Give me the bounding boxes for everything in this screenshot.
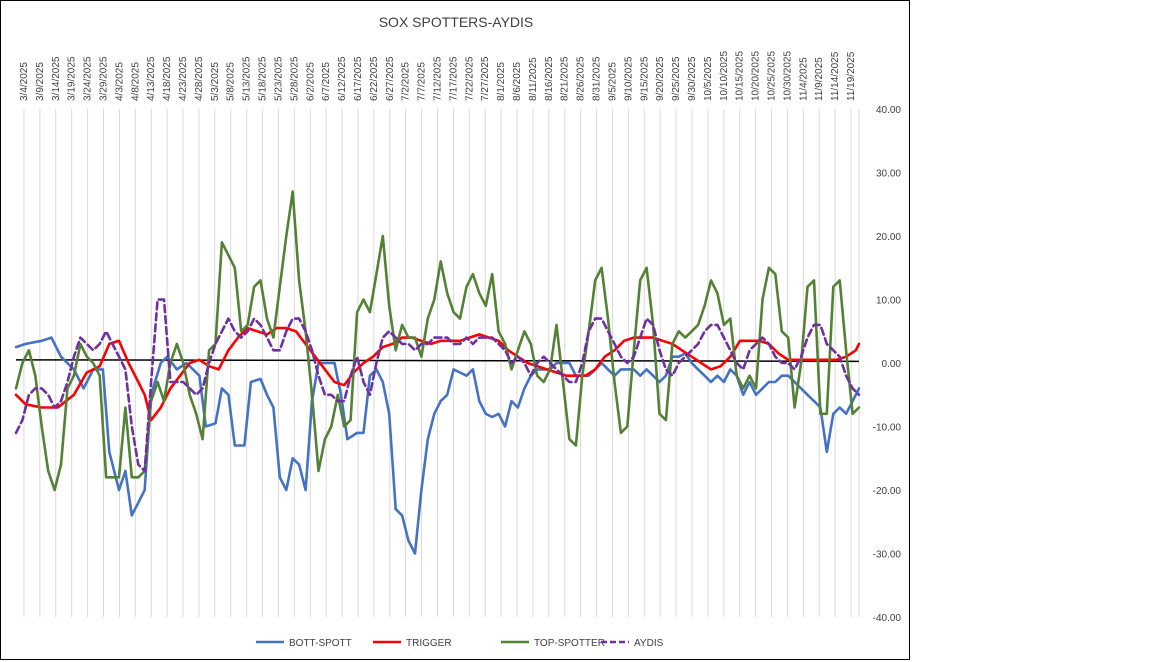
x-tick-label: 7/2/2025 [401, 62, 412, 101]
reference-line [15, 359, 860, 363]
x-tick-label: 3/4/2025 [19, 62, 30, 101]
x-tick-label: 9/15/2025 [639, 56, 650, 101]
x-tick-label: 5/28/2025 [289, 56, 300, 101]
line-chart: SOX SPOTTERS-AYDIS 3/4/2025 3/9/2025 3/14/… [14, 14, 902, 649]
x-tick-label: 3/24/2025 [83, 56, 94, 101]
x-tick-label: 11/19/2025 [846, 51, 857, 101]
x-tick-label: 10/15/2025 [735, 51, 746, 101]
x-tick-label: 8/1/2025 [496, 62, 507, 101]
y-tick-label: 10.00 [876, 296, 901, 307]
x-tick-label: 5/3/2025 [210, 62, 221, 101]
x-tick-label: 10/25/2025 [767, 51, 778, 101]
x-tick-label: 7/17/2025 [448, 56, 459, 101]
x-tick-label: 10/5/2025 [703, 56, 714, 101]
x-tick-label: 3/29/2025 [98, 56, 109, 101]
series-line-top-spotter [14, 190, 861, 492]
y-tick-label: -40.00 [873, 613, 902, 624]
y-tick-label: 0.00 [882, 359, 902, 370]
legend-label: BOTT-SPOTT [289, 638, 352, 649]
x-tick-label: 4/23/2025 [178, 56, 189, 101]
x-axis-tick-labels: 3/4/2025 3/9/2025 3/14/2025 3/19/2025 3/24/2… [19, 51, 857, 101]
x-tick-label: 9/25/2025 [671, 56, 682, 101]
y-tick-label: -20.00 [873, 486, 902, 497]
x-tick-label: 5/23/2025 [273, 56, 284, 101]
y-tick-label: 40.00 [876, 105, 901, 116]
x-tick-label: 10/20/2025 [751, 51, 762, 101]
x-tick-label: 11/14/2025 [830, 51, 841, 101]
x-tick-label: 6/27/2025 [385, 56, 396, 101]
x-tick-label: 3/14/2025 [51, 56, 62, 101]
x-tick-label: 11/9/2025 [814, 57, 825, 101]
x-tick-label: 9/5/2025 [607, 62, 618, 101]
x-tick-label: 8/6/2025 [512, 62, 523, 101]
vertical-gridlines [23, 109, 860, 617]
x-tick-label: 8/21/2025 [560, 56, 571, 101]
legend-label: TOP-SPOTTER [534, 638, 605, 649]
x-tick-label: 7/27/2025 [480, 56, 491, 101]
x-tick-label: 4/3/2025 [114, 62, 125, 101]
x-tick-label: 4/13/2025 [146, 56, 157, 101]
legend-label: AYDIS [634, 638, 664, 649]
x-tick-label: 9/30/2025 [687, 56, 698, 101]
x-tick-label: 10/30/2025 [782, 51, 793, 101]
x-tick-label: 7/12/2025 [433, 56, 444, 101]
legend: BOTT-SPOTT TRIGGER TOP-SPOTTER AYDIS [256, 638, 664, 649]
x-tick-label: 7/7/2025 [417, 62, 428, 101]
series-lines [14, 190, 861, 555]
x-tick-label: 4/18/2025 [162, 56, 173, 101]
x-tick-label: 9/10/2025 [623, 56, 634, 101]
series-line-bott-spott [14, 336, 861, 555]
x-tick-label: 8/11/2025 [528, 57, 539, 101]
chart-title: SOX SPOTTERS-AYDIS [379, 14, 534, 30]
x-tick-label: 4/8/2025 [130, 62, 141, 101]
x-tick-label: 7/22/2025 [464, 56, 475, 101]
x-tick-label: 8/16/2025 [544, 56, 555, 101]
x-tick-label: 8/31/2025 [592, 56, 603, 101]
chart-frame: SOX SPOTTERS-AYDIS 3/4/2025 3/9/2025 3/14/… [0, 0, 910, 660]
x-tick-label: 3/19/2025 [67, 56, 78, 101]
x-tick-label: 6/17/2025 [353, 56, 364, 101]
x-tick-label: 6/7/2025 [321, 62, 332, 101]
x-tick-label: 10/10/2025 [719, 51, 730, 101]
legend-label: TRIGGER [406, 638, 452, 649]
y-tick-label: -10.00 [873, 423, 902, 434]
x-tick-label: 8/26/2025 [576, 56, 587, 101]
y-tick-label: -30.00 [873, 550, 902, 561]
series-line-aydis [14, 298, 861, 473]
x-tick-label: 5/8/2025 [226, 62, 237, 101]
y-tick-label: 30.00 [876, 169, 901, 180]
x-tick-label: 5/13/2025 [242, 56, 253, 101]
x-tick-label: 9/20/2025 [655, 56, 666, 101]
y-axis-tick-labels: 40.00 30.00 20.00 10.00 0.00 -10.00 -20.00 -30.… [873, 105, 902, 624]
x-tick-label: 11/4/2025 [798, 57, 809, 101]
x-tick-label: 6/2/2025 [305, 62, 316, 101]
x-tick-label: 6/12/2025 [337, 56, 348, 101]
x-tick-label: 3/9/2025 [35, 62, 46, 101]
x-tick-label: 5/18/2025 [258, 56, 269, 101]
x-tick-label: 4/28/2025 [194, 56, 205, 101]
x-tick-label: 6/22/2025 [369, 56, 380, 101]
y-tick-label: 20.00 [876, 232, 901, 243]
